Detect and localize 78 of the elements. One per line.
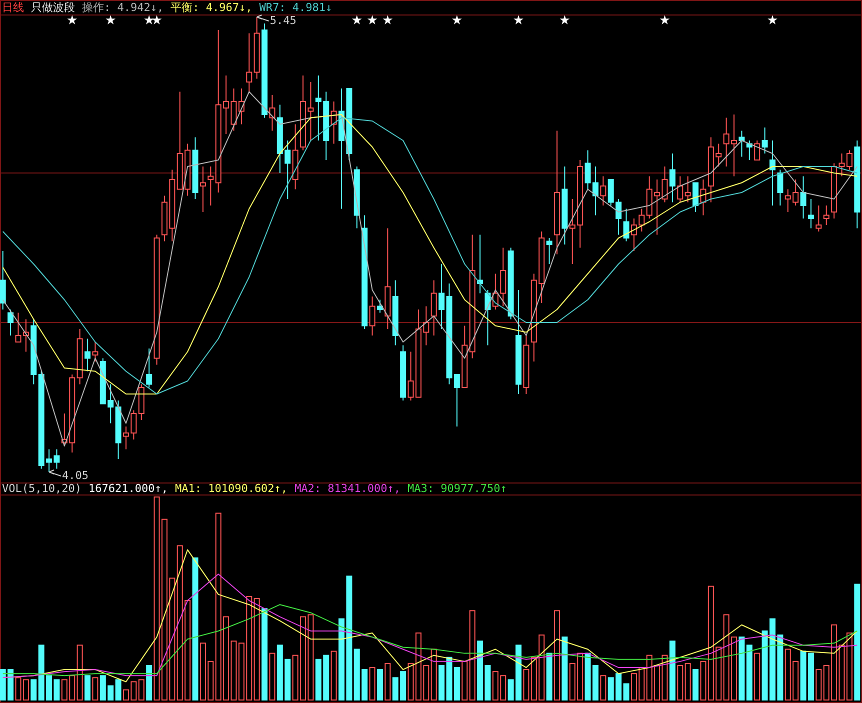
annotation: 5.45: [270, 14, 296, 28]
candlestick: [546, 238, 552, 264]
bar: [369, 667, 376, 700]
bar: [254, 598, 260, 700]
bar: [15, 677, 22, 700]
candlestick: [15, 312, 22, 342]
candlestick: [430, 280, 437, 336]
candlestick: [0, 250, 6, 310]
chart-subtitle: 只做波段: [31, 1, 75, 14]
text: 操作: 4.942↓,: [82, 1, 164, 14]
text: MA2: 81341.000↑,: [294, 482, 401, 496]
bar: [754, 652, 760, 700]
candlestick: [762, 127, 768, 154]
bar: [523, 669, 530, 700]
chart-title: 日线: [2, 1, 24, 14]
bar: [554, 610, 560, 700]
candlestick: [8, 309, 14, 336]
text: 167621.000↑,: [88, 482, 168, 496]
bar: [330, 650, 337, 700]
candlestick: [200, 166, 206, 212]
bar: [92, 677, 98, 700]
candlestick: [269, 94, 276, 132]
bar: [546, 652, 552, 700]
candlestick: [684, 176, 691, 203]
candlestick: [692, 182, 699, 212]
text: WR7: 4.981↓: [259, 1, 332, 14]
candlestick: [208, 166, 214, 206]
bar: [115, 679, 122, 700]
bar: [22, 679, 29, 700]
text: MA3: 90977.750↑: [408, 482, 507, 496]
bar: [462, 660, 468, 700]
bar: [430, 648, 437, 700]
bar: [677, 664, 684, 700]
bar: [262, 608, 268, 700]
candlestick: [754, 140, 760, 160]
candlestick: [777, 169, 784, 206]
bar: [469, 610, 476, 700]
bar: [384, 662, 391, 700]
bar: [684, 662, 691, 700]
candlestick: [246, 32, 252, 92]
bar: [562, 636, 568, 700]
candlestick: [677, 176, 684, 203]
bar: [30, 679, 37, 700]
bar: [376, 669, 383, 700]
bar: [816, 669, 822, 700]
candlestick: [808, 198, 814, 229]
bar: [84, 675, 91, 700]
bar: [269, 652, 276, 700]
candlestick: [769, 140, 776, 206]
candlestick: [738, 130, 745, 158]
text: MA1: 101090.602↑,: [174, 482, 288, 496]
candlestick: [816, 205, 822, 232]
bar: [76, 644, 83, 700]
bar: [454, 667, 460, 700]
bar: [854, 584, 860, 700]
candlestick: [623, 208, 630, 242]
candlestick: [800, 176, 806, 219]
bar: [600, 675, 606, 700]
bar: [623, 683, 630, 700]
candlestick: [600, 176, 606, 206]
bar: [700, 660, 706, 700]
bar: [738, 636, 745, 700]
candlestick: [146, 348, 152, 388]
annotation: 4.05: [62, 469, 89, 482]
chart-title: VOL(5,10,20): [2, 482, 82, 496]
bar: [138, 679, 144, 700]
bar: [669, 640, 676, 700]
text: 平衡: 4.967↓,: [170, 1, 252, 14]
candlestick: [823, 205, 830, 226]
candlestick: [454, 374, 460, 427]
bar: [746, 644, 752, 700]
bar: [692, 669, 699, 700]
candlestick: [92, 342, 98, 362]
bar: [146, 664, 152, 700]
candlestick: [369, 296, 376, 336]
bar: [192, 557, 198, 700]
candlestick: [84, 338, 91, 372]
candlestick: [669, 153, 676, 203]
